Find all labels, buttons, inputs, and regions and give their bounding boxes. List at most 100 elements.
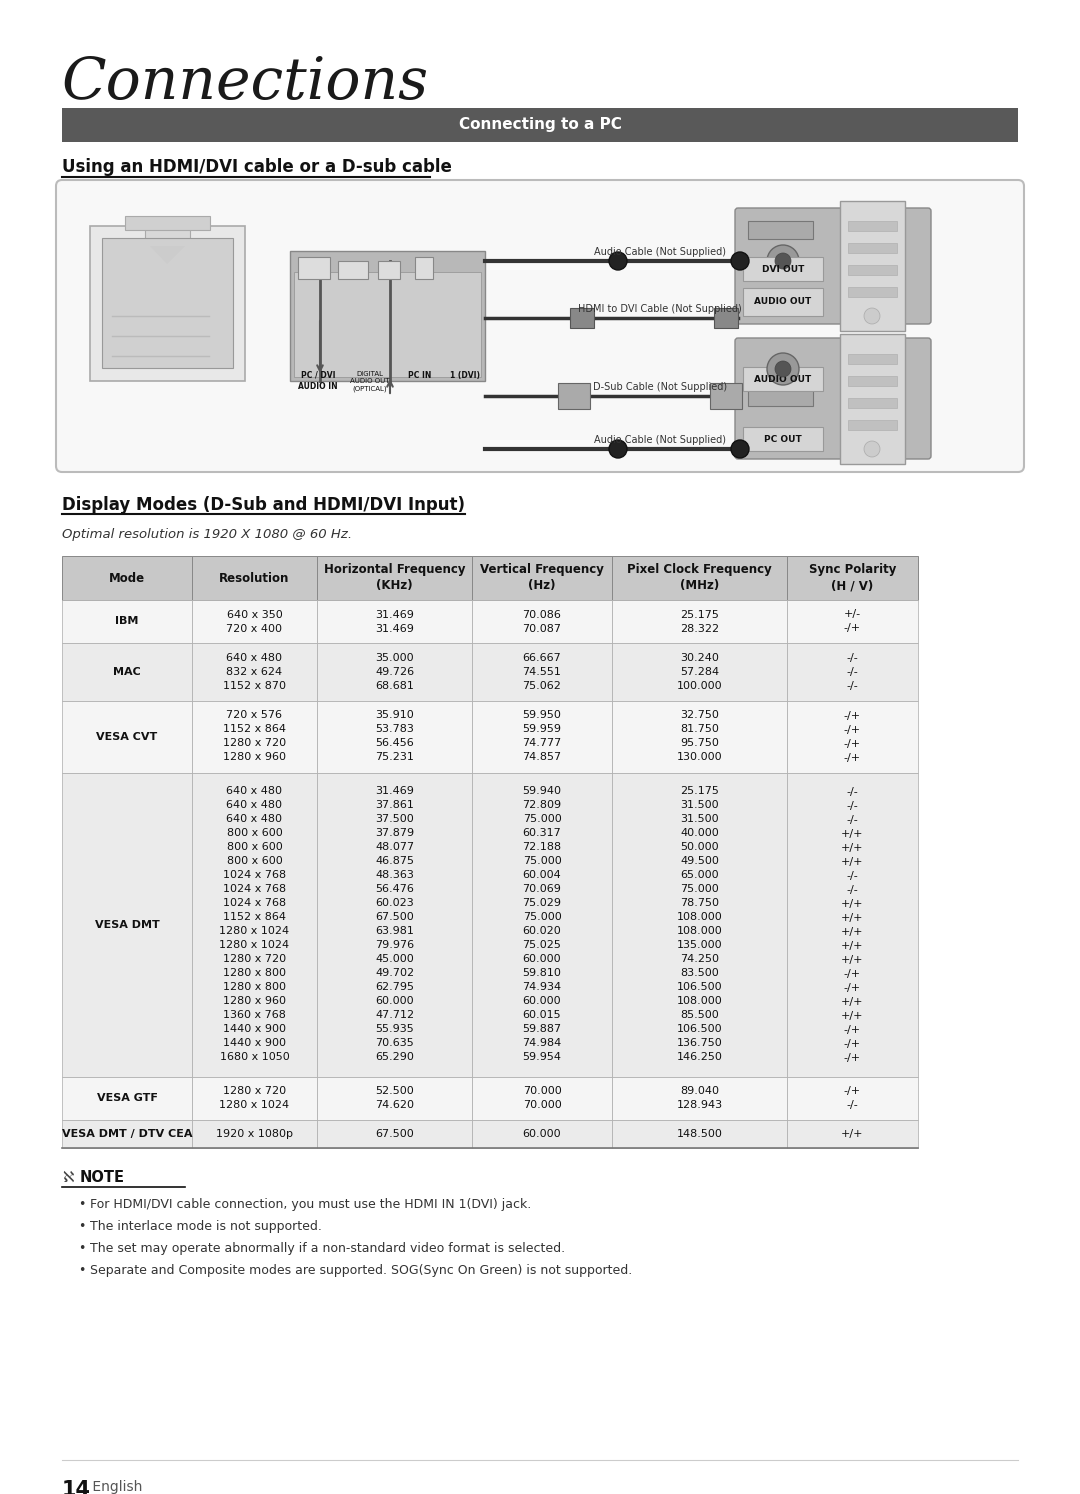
Text: ℵ: ℵ <box>62 1170 73 1185</box>
Text: Pixel Clock Frequency
(MHz): Pixel Clock Frequency (MHz) <box>627 563 772 593</box>
Bar <box>318 772 472 1077</box>
Text: Horizontal Frequency
(KHz): Horizontal Frequency (KHz) <box>324 563 465 593</box>
Bar <box>318 1077 472 1119</box>
Bar <box>848 287 897 297</box>
Text: The interlace mode is not supported.: The interlace mode is not supported. <box>90 1221 322 1233</box>
Bar <box>743 427 823 451</box>
Bar <box>787 772 918 1077</box>
FancyBboxPatch shape <box>735 208 931 324</box>
Circle shape <box>731 441 750 459</box>
Text: +/+: +/+ <box>841 1129 864 1138</box>
Bar <box>62 772 192 1077</box>
Bar <box>787 701 918 772</box>
Text: 25.175
28.322: 25.175 28.322 <box>680 610 719 633</box>
Bar <box>102 238 233 368</box>
Text: 70.000
70.000: 70.000 70.000 <box>523 1086 562 1110</box>
Circle shape <box>767 353 799 385</box>
Bar <box>743 288 823 317</box>
Circle shape <box>731 252 750 270</box>
Bar <box>570 308 594 329</box>
Bar <box>848 244 897 252</box>
Text: Optimal resolution is 1920 X 1080 @ 60 Hz.: Optimal resolution is 1920 X 1080 @ 60 H… <box>62 527 352 541</box>
Circle shape <box>609 252 627 270</box>
Bar <box>848 221 897 232</box>
Bar <box>472 1119 612 1147</box>
Text: MAC: MAC <box>113 666 140 677</box>
Bar <box>787 1119 918 1147</box>
Bar <box>472 642 612 701</box>
Text: Sync Polarity
(H / V): Sync Polarity (H / V) <box>809 563 896 593</box>
Text: DVI OUT: DVI OUT <box>761 264 805 273</box>
Bar <box>612 1119 787 1147</box>
Text: HDMI to DVI Cable (Not Supplied): HDMI to DVI Cable (Not Supplied) <box>578 303 742 314</box>
Bar <box>62 701 192 772</box>
Text: Resolution: Resolution <box>219 572 289 584</box>
Bar <box>472 556 612 601</box>
Bar <box>318 556 472 601</box>
Bar <box>415 257 433 279</box>
Text: 60.000: 60.000 <box>523 1129 562 1138</box>
Text: Audio Cable (Not Supplied): Audio Cable (Not Supplied) <box>594 435 726 445</box>
Bar <box>787 642 918 701</box>
Bar <box>62 642 192 701</box>
Text: 59.940
72.809
75.000
60.317
72.188
75.000
60.004
70.069
75.029
75.000
60.020
75.: 59.940 72.809 75.000 60.317 72.188 75.00… <box>523 786 562 1062</box>
Text: 1 (DVI): 1 (DVI) <box>450 371 480 379</box>
Text: For HDMI/DVI cable connection, you must use the HDMI IN 1(DVI) jack.: For HDMI/DVI cable connection, you must … <box>90 1198 531 1212</box>
Text: PC OUT: PC OUT <box>765 435 801 444</box>
Bar <box>558 382 590 409</box>
Bar <box>472 1077 612 1119</box>
Text: 640 x 350
720 x 400: 640 x 350 720 x 400 <box>227 610 283 633</box>
Text: 32.750
81.750
95.750
130.000: 32.750 81.750 95.750 130.000 <box>677 711 723 762</box>
Text: 59.950
59.959
74.777
74.857: 59.950 59.959 74.777 74.857 <box>523 711 562 762</box>
Text: +/-
-/+: +/- -/+ <box>843 610 861 633</box>
Text: Connections: Connections <box>62 55 429 112</box>
Bar <box>840 335 905 465</box>
Text: 25.175
31.500
31.500
40.000
50.000
49.500
65.000
75.000
78.750
108.000
108.000
1: 25.175 31.500 31.500 40.000 50.000 49.50… <box>676 786 723 1062</box>
Circle shape <box>767 245 799 276</box>
Text: Connecting to a PC: Connecting to a PC <box>459 118 621 133</box>
Text: 66.667
74.551
75.062: 66.667 74.551 75.062 <box>523 653 562 690</box>
Bar <box>192 1119 318 1147</box>
Bar <box>318 642 472 701</box>
Text: VESA CVT: VESA CVT <box>96 732 158 741</box>
Text: 35.910
53.783
56.456
75.231: 35.910 53.783 56.456 75.231 <box>375 711 414 762</box>
Bar <box>338 261 368 279</box>
Text: VESA DMT / DTV CEA: VESA DMT / DTV CEA <box>62 1129 192 1138</box>
Text: VESA GTF: VESA GTF <box>96 1094 158 1103</box>
Text: 70.086
70.087: 70.086 70.087 <box>523 610 562 633</box>
Bar <box>192 642 318 701</box>
Bar <box>291 251 485 381</box>
Circle shape <box>775 362 791 376</box>
Bar <box>748 221 813 239</box>
Text: •: • <box>78 1198 85 1212</box>
Bar <box>714 308 738 329</box>
Text: -/-
-/-
-/-: -/- -/- -/- <box>847 653 859 690</box>
Bar <box>318 1119 472 1147</box>
Text: Audio Cable (Not Supplied): Audio Cable (Not Supplied) <box>594 247 726 257</box>
Bar <box>612 601 787 642</box>
Bar <box>612 642 787 701</box>
Text: 640 x 480
832 x 624
1152 x 870: 640 x 480 832 x 624 1152 x 870 <box>222 653 286 690</box>
Bar <box>472 601 612 642</box>
Bar <box>62 601 192 642</box>
Bar <box>748 384 813 406</box>
Text: 89.040
128.943: 89.040 128.943 <box>676 1086 723 1110</box>
Text: 1920 x 1080p: 1920 x 1080p <box>216 1129 293 1138</box>
Bar <box>848 264 897 275</box>
Text: AUDIO OUT: AUDIO OUT <box>754 375 812 384</box>
Text: Using an HDMI/DVI cable or a D-sub cable: Using an HDMI/DVI cable or a D-sub cable <box>62 158 451 176</box>
Bar <box>848 420 897 430</box>
Bar <box>787 556 918 601</box>
Bar <box>612 556 787 601</box>
Bar <box>125 217 210 230</box>
Bar <box>612 1077 787 1119</box>
Text: Mode: Mode <box>109 572 145 584</box>
Bar <box>612 772 787 1077</box>
Bar <box>62 1119 192 1147</box>
Bar <box>840 202 905 332</box>
Text: 1280 x 720
1280 x 1024: 1280 x 720 1280 x 1024 <box>219 1086 289 1110</box>
Text: 30.240
57.284
100.000: 30.240 57.284 100.000 <box>677 653 723 690</box>
Bar <box>848 376 897 385</box>
Text: English: English <box>87 1481 143 1494</box>
Text: IBM: IBM <box>116 617 138 626</box>
